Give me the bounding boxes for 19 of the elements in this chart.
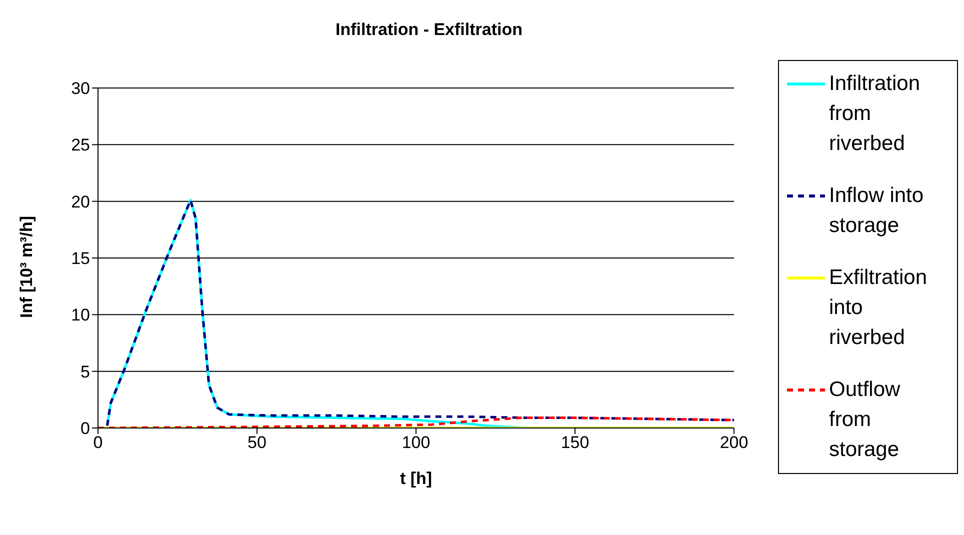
y-axis-title: Inf [10³ m³/h]	[17, 216, 36, 318]
x-tick-label: 0	[93, 433, 103, 452]
y-tick-label: 20	[71, 192, 90, 212]
y-tick-label: 5	[80, 362, 90, 382]
y-tick-label: 10	[71, 306, 90, 325]
y-tick-label: 25	[71, 136, 90, 155]
x-tick-label: 200	[720, 433, 748, 452]
legend-label: Infiltration from riverbed	[829, 71, 922, 157]
x-tick-label: 100	[402, 433, 430, 452]
legend-label: Exfiltration into riverbed	[829, 265, 928, 351]
y-tick-label: 15	[71, 249, 90, 268]
y-tick-label: 30	[71, 79, 90, 98]
legend-label: Inflow into storage	[829, 183, 925, 239]
x-tick-label: 150	[560, 433, 590, 452]
x-axis-title: t [h]	[400, 469, 432, 488]
chart-title: Infiltration - Exfiltration	[334, 20, 524, 40]
legend-label: Outflow from storage	[829, 377, 902, 463]
x-tick-label: 50	[248, 433, 266, 452]
y-tick-label: 0	[80, 419, 90, 438]
